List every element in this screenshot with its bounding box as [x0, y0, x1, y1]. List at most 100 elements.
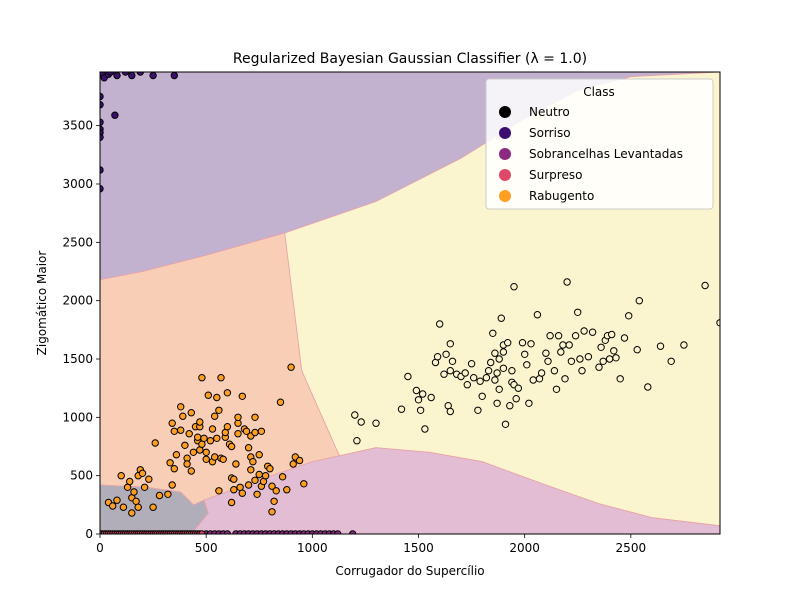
- point-neutro: [552, 385, 561, 393]
- point-neutro: [521, 350, 529, 358]
- point-neutro: [484, 367, 493, 375]
- x-tick-label: 2500: [616, 541, 647, 555]
- point-rabugento: [283, 486, 291, 494]
- legend-label-sorriso: Sorriso: [529, 126, 571, 140]
- point-neutro: [421, 425, 429, 433]
- point-rabugento: [234, 430, 242, 438]
- point-rabugento: [164, 490, 172, 498]
- point-neutro: [616, 375, 624, 383]
- point-neutro: [412, 386, 421, 395]
- point-neutro: [491, 349, 499, 357]
- point-rabugento: [270, 497, 278, 505]
- point-rabugento: [145, 475, 153, 483]
- point-rabugento: [255, 451, 263, 459]
- point-neutro: [436, 320, 444, 328]
- x-tick-label: 2000: [509, 541, 540, 555]
- point-rabugento: [119, 503, 128, 511]
- point-neutro: [518, 339, 527, 347]
- point-rabugento: [170, 465, 179, 473]
- point-neutro: [493, 369, 501, 377]
- y-axis: 0 500 1000 1500 2000 2500 3000 3500: [62, 119, 100, 541]
- point-rabugento: [170, 427, 179, 435]
- point-rabugento: [217, 374, 225, 382]
- point-neutro: [514, 384, 522, 392]
- point-rabugento: [134, 503, 142, 511]
- point-neutro: [529, 376, 537, 384]
- point-neutro: [527, 340, 535, 348]
- legend-marker-sorriso: [499, 127, 511, 139]
- x-tick-label: 500: [195, 541, 218, 555]
- y-tick-label: 1500: [62, 352, 93, 366]
- point-rabugento: [253, 490, 261, 498]
- point-neutro: [427, 393, 435, 402]
- point-neutro: [495, 355, 503, 363]
- point-rabugento: [138, 469, 147, 477]
- legend-marker-rabugento: [499, 190, 511, 202]
- point-neutro: [608, 330, 616, 339]
- legend-label-rabugento: Rabugento: [529, 189, 594, 203]
- legend-label-surpreso: Surpreso: [529, 168, 582, 182]
- point-rabugento: [187, 409, 196, 417]
- point-rabugento: [202, 455, 210, 463]
- point-rabugento: [242, 427, 251, 435]
- point-rabugento: [166, 459, 174, 467]
- point-neutro: [580, 327, 588, 335]
- point-neutro: [446, 367, 454, 375]
- point-neutro: [491, 376, 499, 384]
- x-axis: 0 500 1000 1500 2000 2500: [96, 534, 646, 555]
- point-neutro: [525, 399, 533, 407]
- x-tick-label: 0: [96, 541, 104, 555]
- point-rabugento: [185, 430, 193, 438]
- point-neutro: [550, 367, 559, 375]
- point-neutro: [478, 392, 486, 400]
- point-neutro: [497, 314, 505, 322]
- point-neutro: [463, 381, 471, 389]
- point-rabugento: [219, 455, 227, 463]
- point-rabugento: [126, 477, 134, 486]
- point-rabugento: [230, 475, 238, 483]
- point-neutro: [397, 405, 406, 413]
- legend-label-neutro: Neutro: [529, 105, 570, 119]
- point-neutro: [419, 390, 427, 398]
- point-rabugento: [251, 413, 259, 421]
- point-rabugento: [232, 460, 240, 468]
- point-rabugento: [151, 439, 159, 447]
- point-neutro: [489, 329, 497, 337]
- point-rabugento: [196, 418, 204, 426]
- point-neutro: [667, 357, 675, 365]
- point-rabugento: [130, 488, 138, 496]
- point-rabugento: [140, 483, 149, 491]
- point-neutro: [578, 367, 586, 375]
- point-neutro: [467, 360, 476, 368]
- point-neutro: [499, 348, 508, 356]
- point-rabugento: [227, 498, 236, 507]
- point-sorriso: [128, 72, 136, 80]
- chart-title: Regularized Bayesian Gaussian Classifier…: [233, 51, 587, 67]
- point-rabugento: [223, 389, 232, 397]
- point-neutro: [620, 334, 629, 342]
- point-rabugento: [208, 425, 217, 433]
- y-tick-label: 3500: [62, 119, 93, 133]
- point-rabugento: [128, 509, 136, 517]
- point-rabugento: [177, 426, 185, 434]
- point-neutro: [680, 341, 688, 349]
- point-neutro: [440, 370, 448, 378]
- point-rabugento: [202, 448, 210, 456]
- point-neutro: [576, 355, 584, 363]
- y-tick-label: 0: [85, 527, 93, 541]
- point-neutro: [476, 377, 484, 385]
- point-rabugento: [187, 467, 196, 475]
- point-neutro: [599, 357, 607, 365]
- point-neutro: [561, 375, 569, 383]
- point-neutro: [559, 341, 567, 349]
- point-rabugento: [234, 413, 242, 421]
- point-rabugento: [276, 398, 285, 406]
- point-rabugento: [155, 491, 164, 500]
- point-rabugento: [181, 441, 189, 449]
- point-rabugento: [215, 487, 223, 495]
- point-neutro: [563, 278, 571, 286]
- point-rabugento: [113, 496, 121, 504]
- x-tick-label: 1000: [297, 541, 328, 555]
- point-neutro: [584, 353, 593, 361]
- legend-marker-surpreso: [499, 169, 511, 181]
